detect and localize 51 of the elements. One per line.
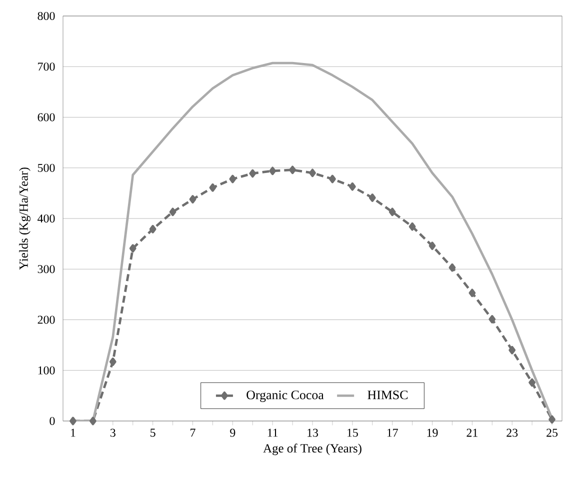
point — [129, 244, 136, 253]
point — [448, 263, 456, 272]
y-tick-label: 0 — [50, 416, 55, 426]
y-tick-label: 500 — [38, 164, 55, 172]
x-tick-label: 13 — [308, 428, 318, 437]
y-tick-label: 400 — [38, 214, 55, 223]
point — [209, 183, 216, 192]
point — [528, 378, 536, 387]
y-tick-label: 800 — [38, 12, 55, 20]
x-tick-label: 1 — [71, 428, 76, 437]
point — [488, 315, 496, 324]
x-tick-label: 9 — [230, 428, 236, 437]
point — [368, 194, 376, 202]
point — [269, 166, 276, 176]
point — [189, 195, 196, 204]
x-tick-label: 7 — [190, 428, 196, 437]
point — [249, 169, 256, 178]
x-tick-label: 15 — [347, 428, 358, 437]
x-tick-label: 3 — [110, 428, 116, 437]
point — [149, 224, 156, 234]
x-tick-label: 23 — [506, 428, 518, 437]
x-tick-label: 21 — [466, 428, 478, 437]
x-tick-label: 25 — [546, 428, 558, 437]
x-tick-label: 19 — [427, 428, 438, 437]
point — [109, 358, 116, 366]
point — [309, 168, 316, 178]
point — [468, 288, 476, 298]
y-tick-label: 300 — [38, 265, 55, 274]
x-tick-label: 17 — [387, 428, 398, 437]
point — [348, 182, 356, 191]
x-axis-title: Age of Tree (Years) — [263, 444, 362, 456]
point — [169, 208, 176, 216]
y-tick-label: 600 — [38, 113, 55, 122]
x-tick-label: 11 — [268, 428, 278, 437]
y-tick-label: 700 — [38, 62, 55, 71]
legend-label: HIMSC — [368, 390, 408, 400]
point — [408, 222, 416, 231]
point — [508, 346, 516, 354]
point — [428, 242, 436, 250]
point — [289, 166, 296, 174]
legend-label: Organic Cocoa — [246, 390, 324, 402]
point — [329, 174, 336, 184]
point — [90, 416, 96, 426]
point — [229, 174, 236, 184]
point — [548, 415, 556, 424]
point — [70, 416, 76, 426]
y-axis-title: Yields (Kg/Ha/Year) — [19, 168, 30, 270]
x-tick-label: 5 — [150, 428, 156, 437]
point — [388, 208, 396, 216]
y-tick-label: 100 — [38, 366, 55, 374]
y-tick-label: 200 — [38, 316, 55, 324]
